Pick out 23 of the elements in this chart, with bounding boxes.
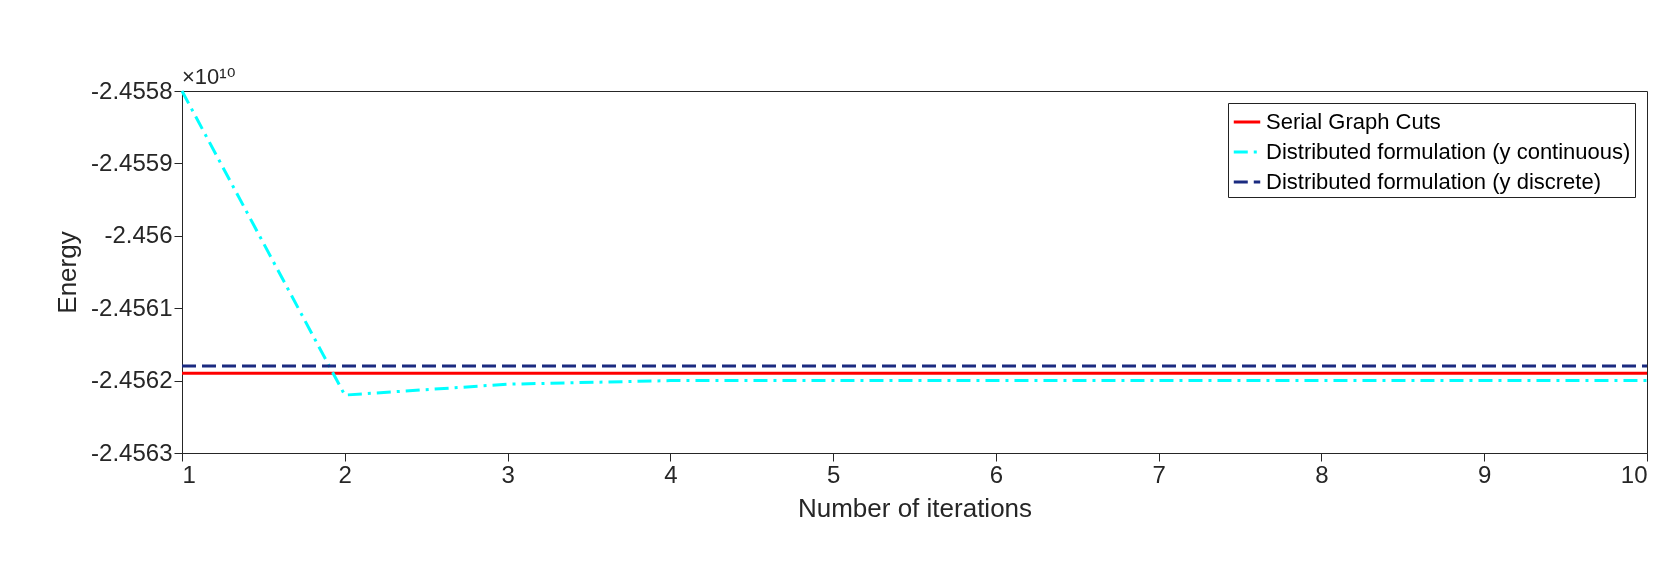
x-tick-label: 10 bbox=[1620, 460, 1648, 488]
line-series bbox=[180, 89, 1649, 397]
y-tick-label: -2.4559 bbox=[91, 148, 173, 176]
x-tick-label: 4 bbox=[664, 460, 678, 488]
y-tick-label: -2.4562 bbox=[91, 366, 173, 394]
y-axis-title: Energy bbox=[52, 231, 83, 314]
text: ×10¹⁰ bbox=[182, 64, 236, 89]
x-tick-label: 1 bbox=[182, 460, 196, 488]
y-tick-label: -2.4561 bbox=[91, 293, 173, 321]
x-axis-title: Number of iterations bbox=[797, 492, 1033, 523]
y-tick-label: -2.4563 bbox=[91, 438, 173, 466]
x-tick-label: 7 bbox=[1152, 460, 1166, 488]
x-tick-label: 8 bbox=[1315, 460, 1329, 488]
y-tick-label: -2.456 bbox=[104, 221, 173, 249]
legend-label: Serial Graph Cuts bbox=[1266, 109, 1441, 134]
legend-label: Distributed formulation (y discrete) bbox=[1266, 169, 1602, 194]
y-tick-label: -2.4558 bbox=[91, 76, 173, 104]
x-tick-label: 9 bbox=[1478, 460, 1492, 488]
x-tick-label: 2 bbox=[338, 460, 352, 488]
x-tick-label: 6 bbox=[989, 460, 1004, 488]
legend-label: Distributed formulation (y continuous) bbox=[1266, 139, 1631, 164]
x-tick-label: 5 bbox=[826, 460, 841, 488]
x-tick-label: 3 bbox=[501, 460, 515, 488]
